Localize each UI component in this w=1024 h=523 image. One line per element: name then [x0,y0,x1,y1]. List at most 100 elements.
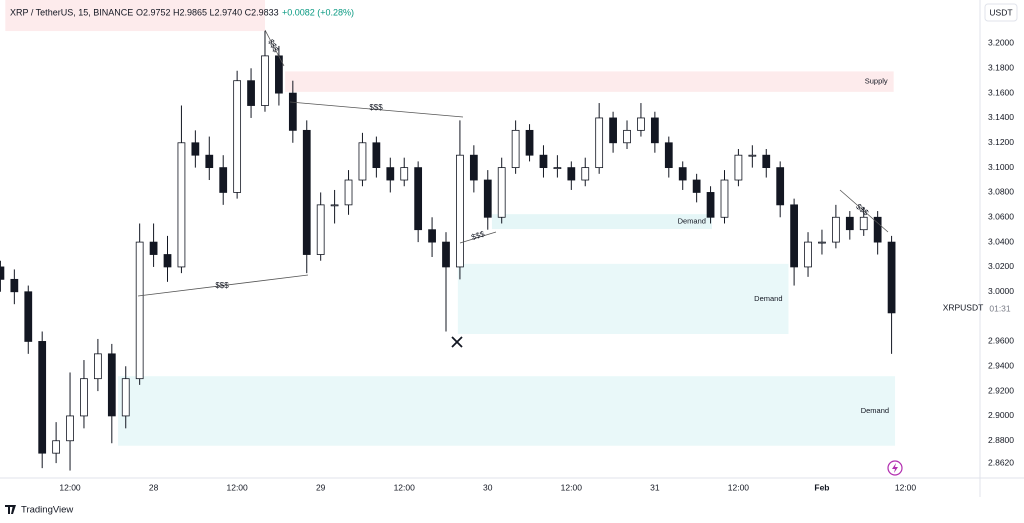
candle-body [442,241,450,268]
candles [0,31,896,471]
annotation-line [289,101,464,118]
y-tick-label: 3.1000 [988,162,1014,172]
candle-body [358,142,367,181]
candle-body [80,378,88,417]
symbol: XRP / TetherUS, 15, BINANCE [10,7,133,17]
candle-body [163,254,172,268]
candle-body [511,129,520,169]
alert-icon-bolt [892,463,898,473]
y-tick-label: 3.1400 [988,112,1014,122]
y-tick-label: 3.0400 [988,236,1014,246]
candle-body [149,241,158,255]
change: +0.0082 (+0.28%) [282,7,354,17]
zone-supply [285,71,894,92]
candle-body [832,216,840,243]
y-tick-label: 2.9400 [988,361,1014,371]
candle-body [692,179,701,193]
ohlc: O2.9752 H2.9865 L2.9740 C2.9833 [136,7,279,17]
candle-body [706,192,715,218]
candle-body [845,216,854,231]
candle-body [52,440,60,454]
alert-icon[interactable] [887,460,903,476]
candle-body [205,154,214,169]
annotation-lines [137,29,889,297]
candle-body [177,142,186,268]
annotation-line [839,189,889,233]
currency-button[interactable] [984,3,1018,22]
y-tick-label: 2.8800 [988,435,1014,445]
candle-body [650,117,659,144]
candle-body [678,167,687,181]
annotation-line [264,29,285,67]
candle-body [762,154,771,169]
x-tick-label: 12:00 [226,482,248,492]
x-marker [451,336,463,348]
candle-body [302,129,311,255]
candle-body [330,204,339,207]
candle-body [219,167,228,193]
y-tick-label: 2.8620 [988,457,1014,467]
zone-label: Demand [754,294,782,303]
zone-demand [457,263,789,334]
candle-body [609,117,617,144]
x-tick-label: 12:00 [561,482,583,492]
candle-body [859,216,868,231]
candle-body [261,55,269,106]
candle-body [344,179,353,206]
y-tick-label: 2.9600 [988,336,1014,346]
candle-body [497,167,506,218]
zones: Supply Demand Demand Demand [5,0,896,446]
x-tick-label: 12:00 [394,482,416,492]
currency[interactable]: USDT [989,7,1012,17]
x-tick-label: 28 [149,482,159,492]
x-tick-label: 29 [316,482,326,492]
candle-body [748,154,757,157]
candle-body [107,353,116,417]
zone-label: Supply [865,77,888,86]
x-tick-label: 12:00 [59,482,81,492]
candle-body [10,278,19,293]
zone-demand [118,376,896,446]
candle-body [414,167,423,231]
annotation: $$$ [215,281,229,290]
annotation: $$$ [369,103,383,112]
y-tick-label: 2.9200 [988,385,1014,395]
candle-body [428,229,436,243]
candle-body [372,142,381,169]
y-tick-label: 3.0200 [988,261,1014,271]
annotation-line [137,274,309,297]
zone-label: Demand [678,217,706,226]
candle-body [483,179,492,218]
x-tick-label: 12:00 [728,482,750,492]
y-tick-label: 3.1200 [988,137,1014,147]
candle-body [734,154,743,181]
countdown: 01:31 [989,303,1011,313]
annotation-line [459,231,497,244]
x-tick-label: 30 [483,482,493,492]
candle-body [887,241,896,314]
brand-logo [5,505,16,514]
annotation: $$$ [470,229,486,242]
candle-body [664,142,673,169]
candle-body [776,167,785,206]
y-tick-label: 3.0800 [988,187,1014,197]
candle-body [38,341,47,454]
y-tick-label: 3.1600 [988,87,1014,97]
x-tick-label: Feb [814,482,829,492]
candle-body [818,241,826,244]
candle-body [24,291,33,342]
candle-body [804,241,812,268]
candle-body [94,353,102,380]
brand: TradingView [21,505,73,516]
y-tick-label: 3.0600 [988,212,1014,222]
candle-body [525,129,534,156]
y-tick-label: 2.9000 [988,410,1014,420]
price-label: XRPUSDT [943,302,984,312]
candle-body [316,204,325,255]
zone-demand [491,214,712,230]
candle-body [135,241,144,380]
y-tick-label: 3.0000 [988,286,1014,296]
candle-body [595,117,604,169]
candle-body [456,154,464,268]
